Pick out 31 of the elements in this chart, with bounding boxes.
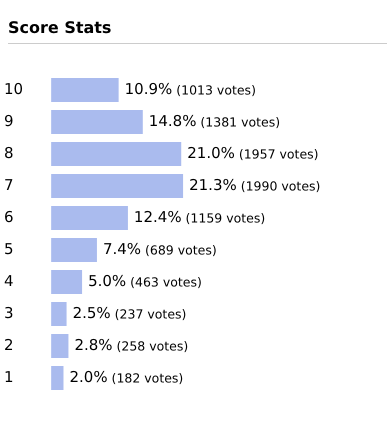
y-tick-label: 8 <box>4 144 14 162</box>
bar <box>51 366 64 390</box>
y-tick-label: 6 <box>4 208 14 226</box>
data-label: 2.0% (182 votes) <box>69 368 184 386</box>
y-tick-label: 10 <box>4 80 24 98</box>
data-label: 10.9% (1013 votes) <box>124 80 256 98</box>
bar <box>51 174 184 198</box>
data-label: 21.0% (1957 votes) <box>187 144 319 162</box>
data-label: 2.5% (237 votes) <box>72 304 186 322</box>
y-tick-label: 4 <box>4 272 14 290</box>
bar <box>51 206 128 230</box>
y-tick-label: 5 <box>4 240 14 258</box>
data-label: 12.4% (1159 votes) <box>134 208 266 226</box>
data-label: 14.8% (1381 votes) <box>148 112 280 130</box>
y-tick-label: 1 <box>4 368 14 386</box>
bar <box>51 142 182 166</box>
data-label: 21.3% (1990 votes) <box>189 176 320 194</box>
y-tick-label: 9 <box>4 112 14 130</box>
data-label: 7.4% (689 votes) <box>102 240 217 258</box>
bar <box>51 334 68 358</box>
bar <box>51 270 82 294</box>
y-tick-label: 2 <box>4 336 14 354</box>
data-label: 2.8% (258 votes) <box>74 336 188 354</box>
bar <box>51 238 97 262</box>
chart-title: Score Stats <box>8 18 387 44</box>
y-tick-label: 7 <box>4 176 14 194</box>
bar <box>51 302 67 326</box>
y-tick-label: 3 <box>4 304 14 322</box>
bar <box>51 78 119 102</box>
bar <box>51 110 143 134</box>
data-label: 5.0% (463 votes) <box>88 272 202 290</box>
